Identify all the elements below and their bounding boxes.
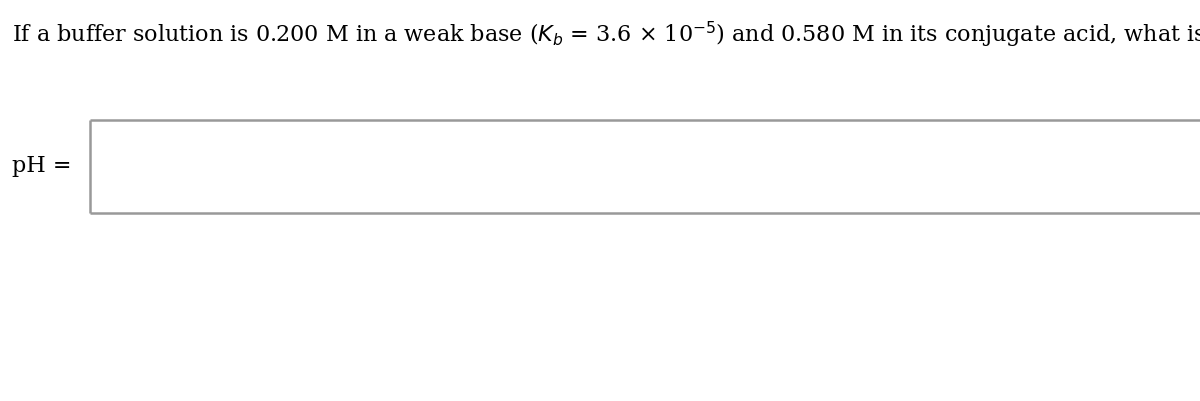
Text: If a buffer solution is 0.200 M in a weak base ($K_b$ = 3.6 × 10$^{-5}$) and 0.5: If a buffer solution is 0.200 M in a wea…: [12, 20, 1200, 50]
Text: pH =: pH =: [12, 156, 72, 177]
